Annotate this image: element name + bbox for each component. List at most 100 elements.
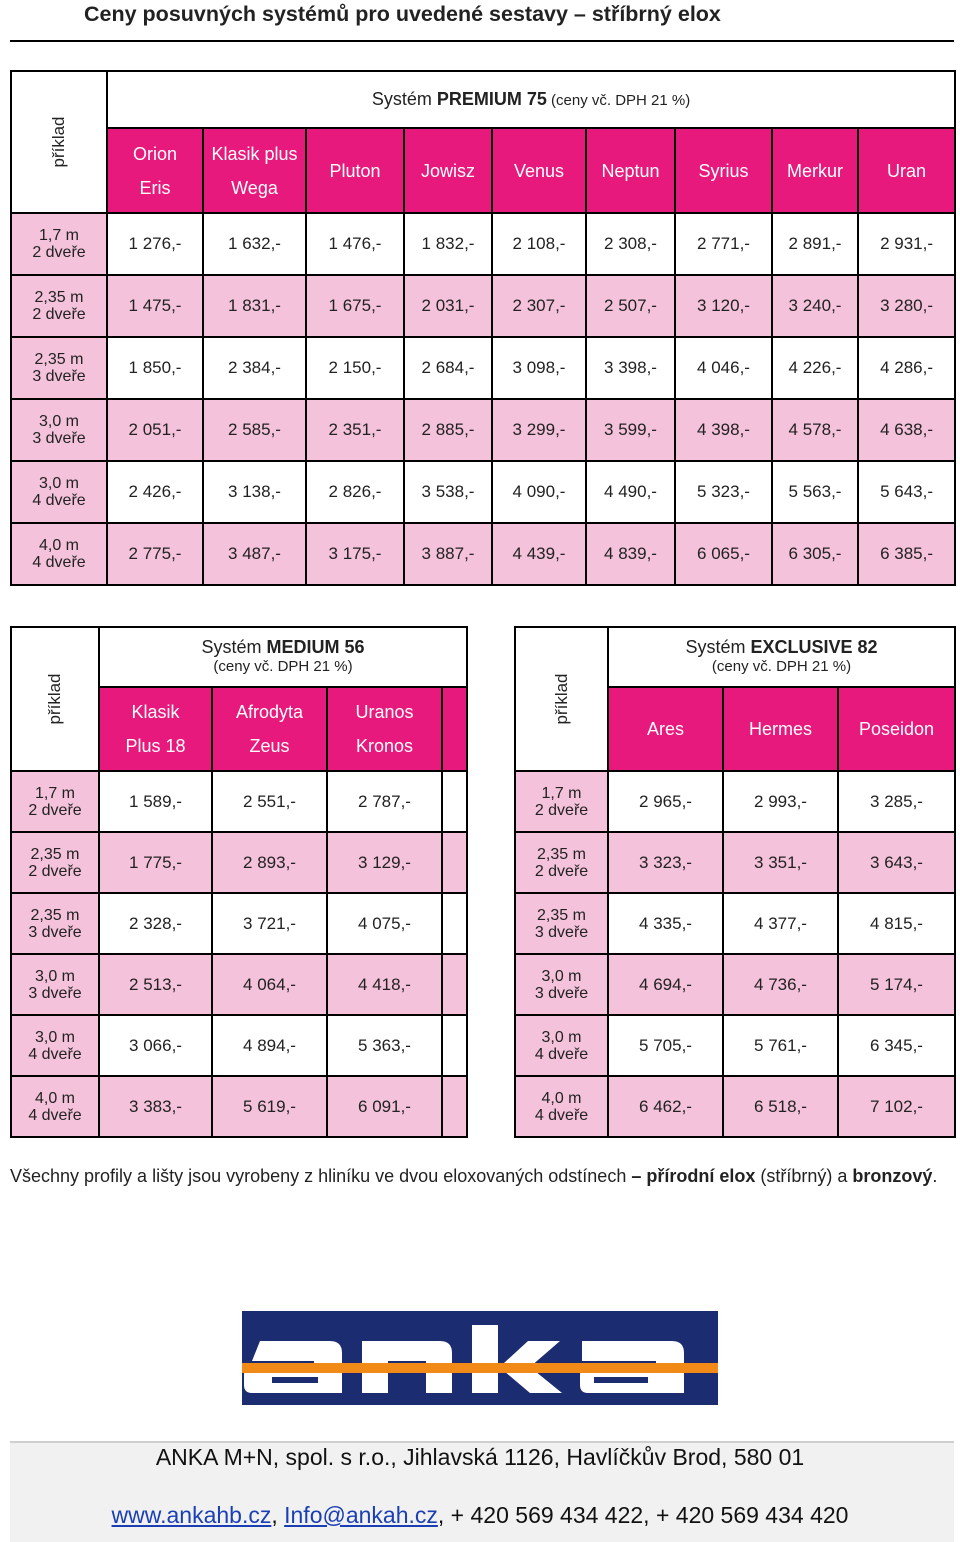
page-title: Ceny posuvných systémů pro uvedené sesta… [84,2,721,26]
doors-label: 3 dveře [28,923,82,941]
price-cell: 1 632,- [202,212,307,276]
price-cell: 4 638,- [856,398,957,462]
price-cell: 5 643,- [856,460,957,524]
doors-label: 3 dveře [32,430,86,447]
price-cell: 3 066,- [98,1014,213,1077]
footer-background [10,1441,954,1542]
column-header: Ares [607,686,724,772]
price-cell: 3 721,- [211,892,328,955]
price-cell: 6 462,- [607,1075,724,1138]
row-spacer [440,953,469,1016]
price-cell: 4 490,- [585,460,676,524]
price-cell: 2 585,- [202,398,307,462]
price-cell: 4 418,- [326,953,443,1016]
doors-label: 2 dveře [28,862,82,880]
title-divider [10,40,954,42]
premium-system-title: Systém PREMIUM 75 (ceny vč. DPH 21 %) [105,70,957,129]
price-cell: 2 307,- [491,274,587,338]
example-cell: příklad [514,626,609,772]
price-cell: 3 138,- [202,460,307,524]
doors-label: 2 dveře [534,801,589,819]
price-cell: 6 065,- [674,522,773,586]
price-cell: 3 383,- [98,1075,213,1138]
price-cell: 1 475,- [106,274,204,338]
price-cell: 2 775,- [106,522,204,586]
price-cell: 2 031,- [403,274,493,338]
column-header: Uranos Kronos [326,686,443,772]
price-cell: 5 705,- [607,1014,724,1077]
price-cell: 6 385,- [856,522,957,586]
width-label: 4,0 m [541,1089,582,1107]
example-cell: příklad [10,626,100,772]
price-cell: 6 345,- [837,1014,956,1077]
column-header: Klasik Plus 18 [98,686,213,772]
price-cell: 1 476,- [305,212,405,276]
price-cell: 2 965,- [607,770,724,833]
price-cell: 3 323,- [607,831,724,894]
price-cell: 7 102,- [837,1075,956,1138]
price-cell: 2 308,- [585,212,676,276]
price-cell: 4 439,- [491,522,587,586]
premium-price-table: příklad Systém PREMIUM 75 (ceny vč. DPH … [10,70,957,586]
row-spacer [440,1014,469,1077]
doors-label: 2 dveře [534,862,589,880]
price-cell: 5 619,- [211,1075,328,1138]
price-cell: 2 684,- [403,336,493,400]
email-link[interactable]: Info@ankah.cz [284,1502,438,1528]
price-cell: 3 351,- [722,831,839,894]
price-cell: 4 226,- [771,336,859,400]
price-cell: 4 815,- [837,892,956,955]
width-label: 3,0 m [541,1028,582,1046]
width-label: 2,35 m [30,906,80,924]
price-cell: 1 831,- [202,274,307,338]
price-cell: 3 240,- [771,274,859,338]
width-label: 2,35 m [34,289,84,306]
width-label: 4,0 m [38,537,79,554]
website-link[interactable]: www.ankahb.cz [111,1502,272,1528]
width-label: 2,35 m [34,351,84,368]
price-cell: 2 507,- [585,274,676,338]
doors-label: 3 dveře [28,984,82,1002]
column-header: Pluton [305,127,405,214]
doors-label: 2 dveře [32,306,86,323]
price-cell: 2 328,- [98,892,213,955]
example-cell: příklad [10,70,108,214]
width-label: 1,7 m [34,784,75,802]
doors-label: 2 dveře [28,801,82,819]
price-cell: 3 098,- [491,336,587,400]
contact-line: www.ankahb.cz, Info@ankah.cz, + 420 569 … [111,1502,849,1528]
price-cell: 2 108,- [491,212,587,276]
width-label: 2,35 m [537,906,586,924]
price-cell: 1 675,- [305,274,405,338]
example-label: příklad [551,673,571,725]
doors-label: 4 dveře [28,1106,82,1124]
column-header: Orion Eris [106,127,204,214]
price-cell: 3 487,- [202,522,307,586]
doors-label: 3 dveře [534,984,589,1002]
price-cell: 3 129,- [326,831,443,894]
price-cell: 3 643,- [837,831,956,894]
price-cell: 3 280,- [856,274,957,338]
example-label: příklad [45,673,64,725]
doors-label: 4 dveře [28,1045,82,1063]
medium-system-title: Systém MEDIUM 56 (ceny vč. DPH 21 %) [97,626,469,688]
price-cell: 2 891,- [771,212,859,276]
